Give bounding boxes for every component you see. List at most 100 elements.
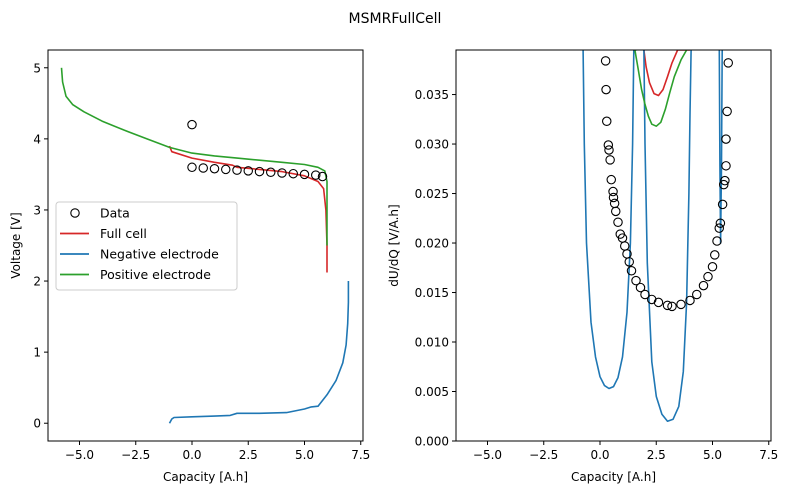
data-point (254, 166, 265, 177)
data-point (609, 198, 620, 209)
data-point (715, 218, 726, 228)
x-tick-label: 2.5 (239, 448, 258, 462)
y-tick-label: 3 (33, 203, 41, 217)
data-point (685, 295, 695, 306)
y-tick-label: 0.005 (415, 385, 449, 399)
data-point (601, 84, 611, 95)
data-point (691, 289, 702, 300)
data-point (667, 301, 677, 312)
data-point (714, 223, 724, 233)
legend: Data Full cell Negative electrode Positive … (55, 201, 238, 291)
data-point (317, 171, 328, 182)
data-point (603, 140, 614, 150)
data-point (717, 199, 728, 210)
data-point (209, 163, 220, 174)
data-point (653, 297, 664, 308)
data-point (723, 58, 733, 68)
series-line-negative-electrode (582, 50, 637, 390)
data-point (698, 280, 709, 291)
data-point (604, 145, 614, 155)
figure-title: MSMRFullCell (349, 11, 442, 27)
data-point (243, 166, 254, 176)
y-tick-label: 0.025 (415, 187, 449, 201)
data-point (606, 174, 616, 185)
data-point (232, 165, 242, 175)
data-point (709, 250, 720, 260)
data-point (619, 241, 630, 251)
data-point (662, 300, 673, 311)
x-tick-label: 0.0 (182, 448, 201, 462)
series-line-full-cell (168, 145, 328, 273)
series-line-negative-electrode (168, 281, 350, 424)
x-axis-label: Capacity [A.h] (163, 470, 248, 484)
data-point (626, 265, 637, 276)
data-point (198, 163, 209, 173)
legend-label: Data (100, 206, 130, 221)
x-tick-label: 7.5 (759, 448, 778, 462)
y-tick-label: 2 (33, 275, 41, 289)
series-line-positive-electrode (60, 67, 328, 246)
dudq-axes: −5.0 −2.5 0.0 2.5 5.0 7.5 0.000 0.005 0.010 0.015… (387, 49, 778, 484)
plot-area (582, 50, 733, 423)
legend-label: Full cell (100, 226, 147, 241)
series-line-full-cell (643, 50, 690, 97)
x-tick-label: −2.5 (529, 448, 558, 462)
data-point (610, 206, 621, 217)
x-tick-label: −5.0 (65, 448, 94, 462)
data-point (187, 119, 197, 130)
data-point (265, 167, 276, 178)
legend-marker-data (70, 208, 80, 218)
data-point (676, 299, 686, 310)
y-tick-label: 0 (33, 417, 41, 431)
data-point (703, 271, 713, 282)
data-point (600, 56, 611, 66)
y-tick-label: 5 (33, 61, 41, 75)
data-point (721, 134, 731, 144)
y-tick-label: 0.010 (415, 336, 449, 350)
x-tick-label: 0.0 (590, 448, 609, 462)
y-tick-label: 1 (33, 346, 41, 360)
y-tick-label: 0.030 (415, 138, 449, 152)
axes-frame (47, 49, 364, 442)
y-axis-label: Voltage [V] (9, 212, 23, 278)
x-tick-label: 5.0 (295, 448, 314, 462)
y-axis-label: dU/dQ [V/A.h] (387, 204, 401, 286)
data-point (613, 217, 623, 227)
x-axis-label: Capacity [A.h] (571, 470, 656, 484)
x-tick-label: −2.5 (121, 448, 150, 462)
data-point (631, 275, 641, 286)
series-line-negative-electrode-2 (643, 50, 692, 423)
data-point (605, 155, 615, 165)
legend-label: Negative electrode (100, 247, 219, 262)
legend-box (55, 201, 238, 291)
data-point (601, 116, 612, 127)
y-tick-label: 0.000 (415, 435, 449, 449)
legend-label: Positive electrode (100, 267, 211, 282)
data-point (640, 289, 650, 300)
plot-area (60, 67, 350, 424)
y-tick-label: 0.015 (415, 286, 449, 300)
data-point (722, 106, 732, 117)
data-point (310, 170, 321, 180)
y-tick-label: 0.020 (415, 237, 449, 251)
data-point (299, 169, 310, 180)
data-point (187, 162, 197, 173)
x-tick-label: 7.5 (351, 448, 370, 462)
x-tick-label: 2.5 (647, 448, 666, 462)
data-point (277, 168, 287, 178)
data-point (635, 282, 646, 293)
data-point (718, 179, 729, 190)
series-line-positive-electrode (634, 50, 688, 127)
data-point (608, 186, 618, 197)
data-point (608, 192, 619, 203)
data-point (720, 175, 730, 186)
data-point (712, 236, 722, 246)
axes-frame (455, 49, 772, 442)
data-point (707, 262, 718, 272)
x-tick-label: 5.0 (703, 448, 722, 462)
voltage-axes: −5.0 −2.5 0.0 2.5 5.0 7.5 0 1 2 3 4 5 Capacity [A.h]… (9, 49, 370, 484)
y-tick-label: 0.035 (415, 88, 449, 102)
data-point (624, 257, 634, 267)
y-tick-label: 4 (33, 132, 41, 146)
